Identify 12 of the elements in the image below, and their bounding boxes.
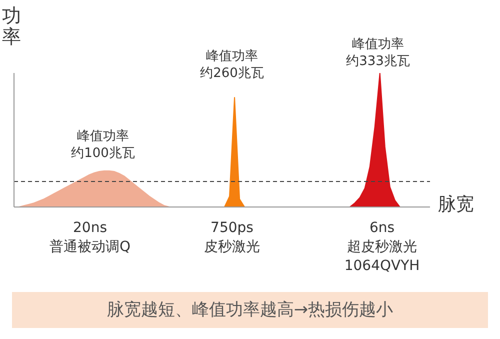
- annotation: 约100兆瓦: [70, 145, 136, 162]
- annotation: 峰值功率: [76, 128, 130, 145]
- text: 750ps 皮秒激光: [203, 219, 261, 257]
- text: 峰值功率: [205, 48, 259, 65]
- text: 峰值功率: [351, 36, 405, 53]
- text: 约333兆瓦: [345, 53, 411, 70]
- annotation: 约260兆瓦: [199, 65, 265, 82]
- text: 20ns 普通被动调Q: [48, 219, 132, 257]
- x-axis-title: 脉宽: [438, 193, 474, 216]
- text: 6ns 超皮秒激光 1064QVYH: [343, 219, 421, 276]
- y-axis-title: 功率: [2, 5, 22, 48]
- text: 脉宽越短、峰值功率越高→热损伤越小: [12, 292, 488, 328]
